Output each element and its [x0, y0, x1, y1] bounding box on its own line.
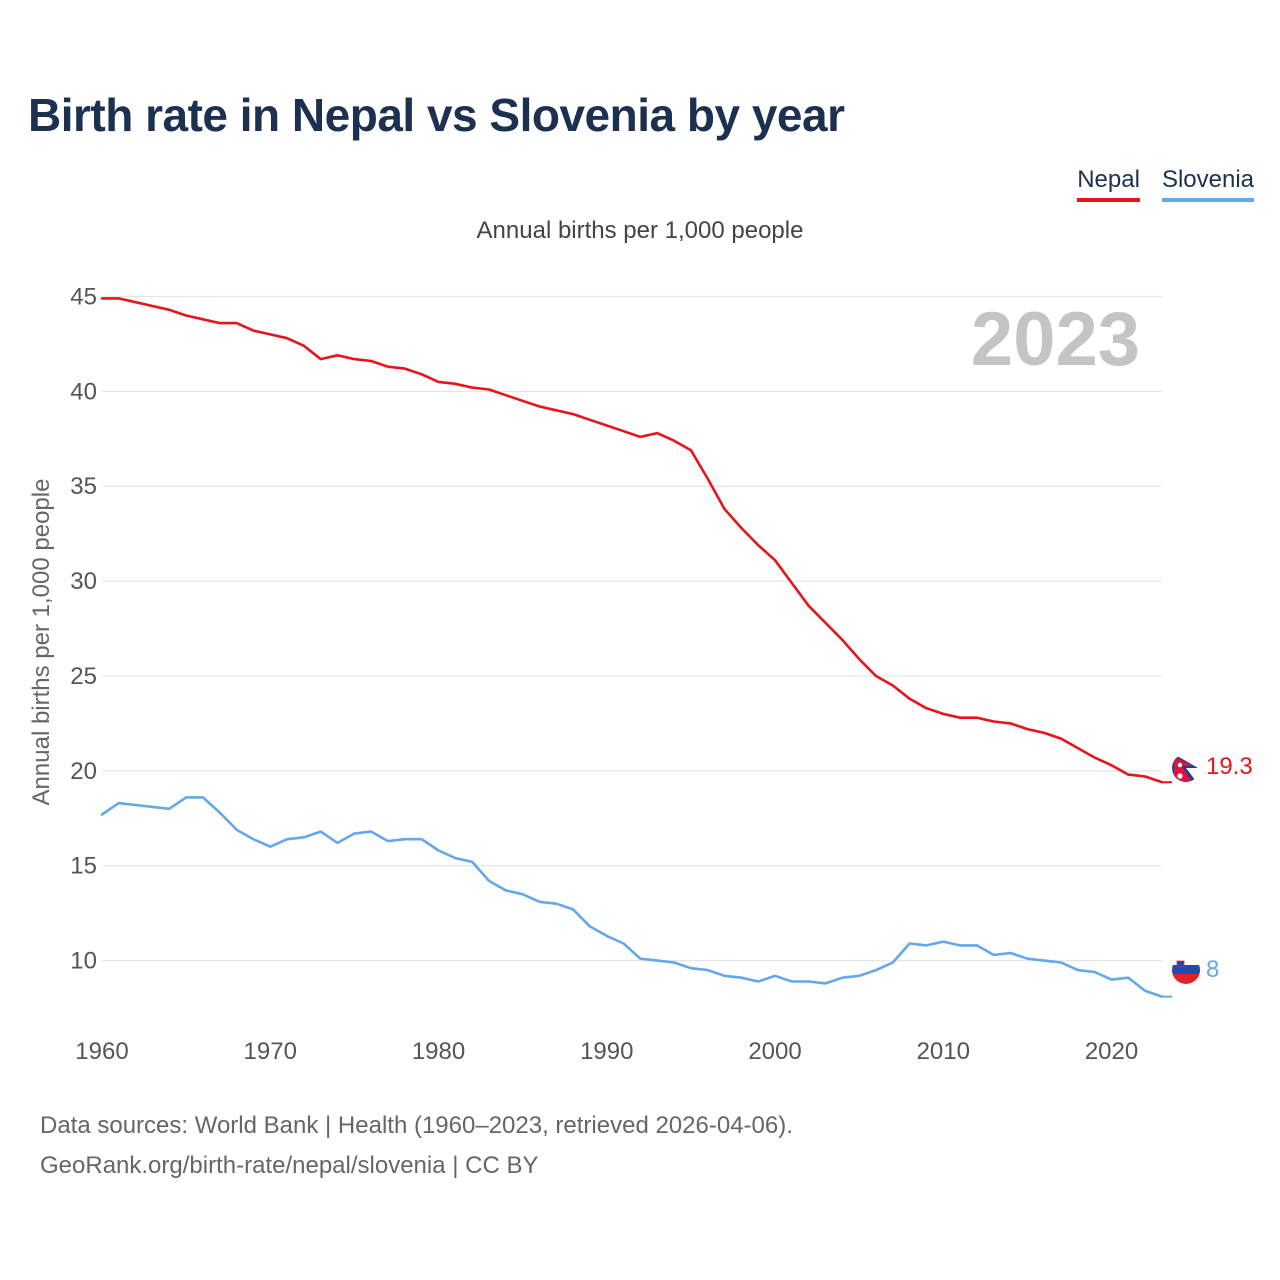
x-tick-label: 1980 [412, 1038, 465, 1065]
y-tick-label: 10 [70, 948, 97, 975]
y-tick-label: 45 [70, 283, 97, 310]
chart-title: Birth rate in Nepal vs Slovenia by year [28, 89, 845, 141]
series-line-slovenia[interactable] [100, 796, 1164, 998]
y-tick-label: 20 [70, 758, 97, 785]
x-tick-label: 1960 [75, 1038, 128, 1065]
y-tick-label: 35 [70, 473, 97, 500]
legend-item-nepal[interactable]: Nepal [1077, 166, 1140, 202]
legend-item-slovenia[interactable]: Slovenia [1161, 166, 1254, 202]
x-axis-ticks: 1960 1970 1980 1990 2000 2010 2020 [75, 1038, 1138, 1065]
y-tick-label: 40 [70, 378, 97, 405]
y-axis-ticks: 10 15 20 25 30 35 40 45 [70, 283, 97, 974]
gridlines [102, 295, 1162, 962]
legend: Nepal Slovenia [1077, 166, 1254, 202]
x-tick-label: 2010 [917, 1038, 970, 1065]
footer: Data sources: World Bank | Health (1960–… [40, 1106, 793, 1186]
end-label-slovenia: 8 [1206, 956, 1219, 983]
series-lines [100, 297, 1172, 998]
year-display: 2023 [970, 297, 1140, 382]
x-tick-label: 1990 [580, 1038, 633, 1065]
nepal-flag-icon [1172, 754, 1200, 782]
series-line-nepal[interactable] [100, 297, 1164, 784]
y-tick-label: 25 [70, 663, 97, 690]
x-tick-label: 2000 [748, 1038, 801, 1065]
x-tick-label: 1970 [244, 1038, 297, 1065]
end-label-nepal: 19.3 [1206, 753, 1253, 780]
footer-sources: Data sources: World Bank | Health (1960–… [40, 1112, 793, 1139]
footer-url: GeoRank.org/birth-rate/nepal/slovenia | … [40, 1152, 539, 1179]
slovenia-flag-icon [1172, 956, 1200, 984]
y-tick-label: 15 [70, 853, 97, 880]
chart-subtitle: Annual births per 1,000 people [476, 217, 804, 244]
x-tick-label: 2020 [1085, 1038, 1138, 1065]
y-tick-label: 30 [70, 568, 97, 595]
